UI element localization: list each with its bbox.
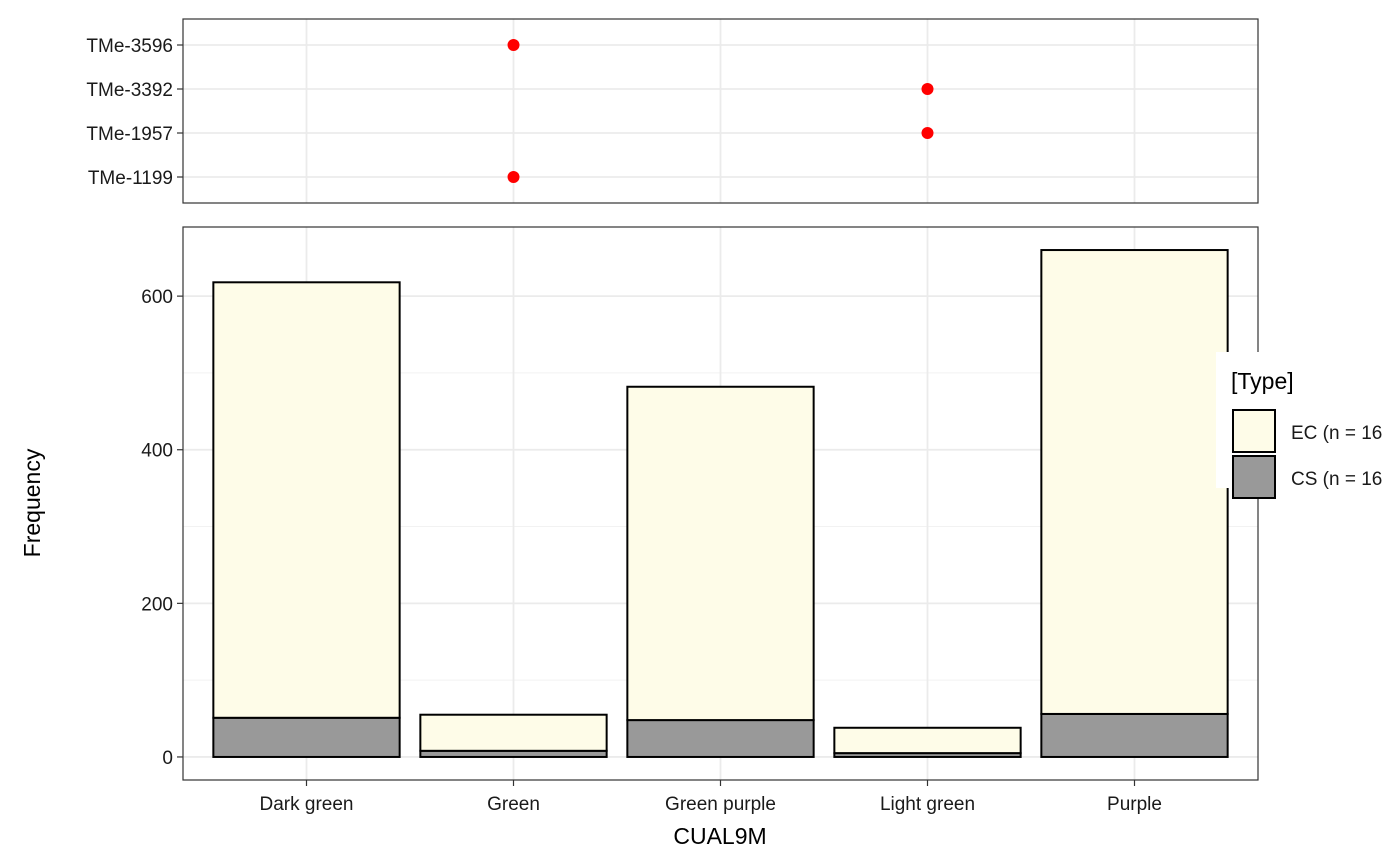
dot-y-tick-label-tme-1957: TMe-1957 <box>86 124 173 145</box>
x-axis: Dark green Green Green purple Light green Pu… <box>260 780 1162 815</box>
x-tick-label-light-green: Light green <box>880 794 975 815</box>
legend-label-cs: CS (n = 16 <box>1291 469 1382 490</box>
legend-title: [Type] <box>1231 368 1294 394</box>
dot-panel-points <box>507 39 934 183</box>
x-tick-label-purple: Purple <box>1107 794 1162 815</box>
bar-light-green-ec <box>833 726 1022 755</box>
bar-green-ec <box>419 713 608 752</box>
bar-dark-green-cs <box>212 716 401 758</box>
legend-swatch-ec <box>1232 409 1276 453</box>
y-axis: 0 200 400 600 <box>141 287 183 769</box>
bar-purple-cs <box>1040 712 1229 758</box>
legend-label-ec: EC (n = 16 <box>1291 423 1382 444</box>
dot-y-tick-label-tme-3596: TMe-3596 <box>86 36 173 57</box>
dot-point-tme-1957 <box>921 127 934 139</box>
bar-dark-green-ec <box>212 281 401 719</box>
y-tick-label-200: 200 <box>141 594 173 615</box>
bar-panel: 0 200 400 600 Dark green Green Green purple Li… <box>141 226 1259 815</box>
dot-panel-y-axis: TMe-3596 TMe-3392 TMe-1957 TMe-1199 <box>86 36 183 189</box>
dot-panel-border <box>182 18 1259 204</box>
bar-panel-bars <box>212 249 1229 758</box>
x-tick-label-green-purple: Green purple <box>665 794 776 815</box>
bar-green-purple-cs <box>626 719 815 758</box>
dot-y-tick-label-tme-3392: TMe-3392 <box>86 80 173 101</box>
dot-point-tme-3392 <box>921 83 934 95</box>
legend: [Type] EC (n = 16 CS (n = 16 <box>1216 352 1400 499</box>
x-axis-title: CUAL9M <box>673 823 766 849</box>
y-tick-label-0: 0 <box>162 748 173 769</box>
legend-swatch-cs <box>1232 455 1276 499</box>
y-tick-label-400: 400 <box>141 441 173 462</box>
x-tick-label-dark-green: Dark green <box>260 794 354 815</box>
x-tick-label-green: Green <box>487 794 540 815</box>
bar-green-purple-ec <box>626 385 815 722</box>
legend-items: EC (n = 16 CS (n = 16 <box>1232 409 1382 499</box>
dot-panel-grid <box>183 19 1258 203</box>
dot-point-tme-3596 <box>507 39 520 51</box>
y-axis-title: Frequency <box>19 448 45 557</box>
bar-purple-ec <box>1040 249 1229 715</box>
dot-panel: TMe-3596 TMe-3392 TMe-1957 TMe-1199 <box>86 18 1259 204</box>
dot-point-tme-1199 <box>507 171 520 183</box>
y-tick-label-600: 600 <box>141 287 173 308</box>
dot-y-tick-label-tme-1199: TMe-1199 <box>88 168 173 189</box>
